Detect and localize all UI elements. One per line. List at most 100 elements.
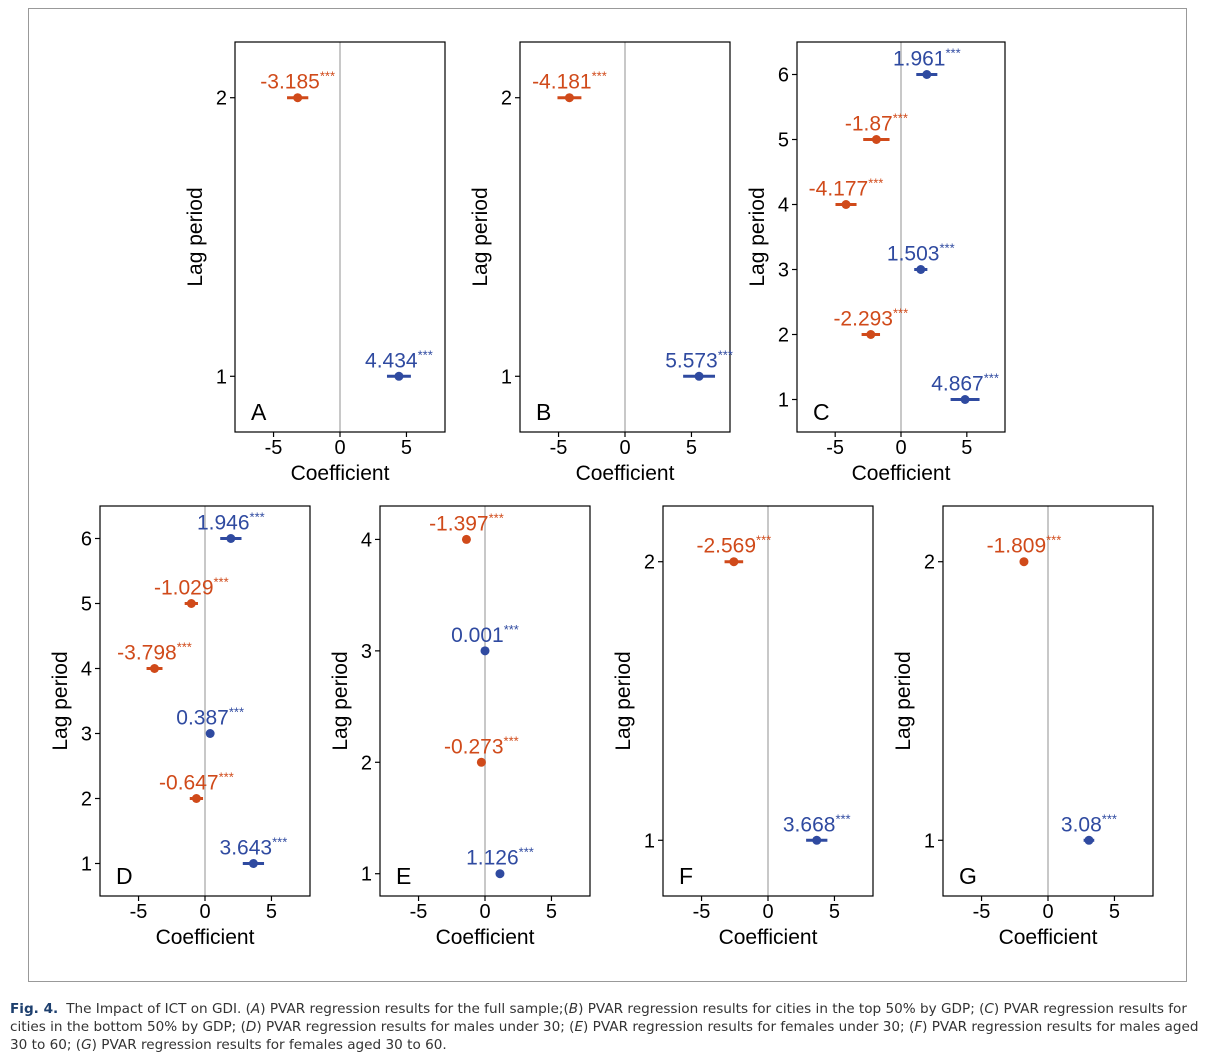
x-axis-label: Coefficient bbox=[576, 462, 675, 485]
x-axis-label: Coefficient bbox=[852, 462, 951, 485]
y-tick-label: 6 bbox=[81, 529, 92, 551]
point bbox=[916, 265, 926, 274]
x-tick-label: 5 bbox=[829, 901, 840, 923]
value-label: 1.503*** bbox=[887, 241, 955, 266]
y-tick-label: 5 bbox=[81, 594, 92, 616]
value-label: 0.001*** bbox=[451, 622, 519, 647]
x-tick-label: -5 bbox=[130, 901, 148, 923]
x-axis-label: Coefficient bbox=[999, 926, 1098, 949]
caption-panel-ref: A bbox=[250, 1001, 261, 1017]
value-label: 1.961*** bbox=[893, 46, 961, 71]
y-axis-label: Lag period bbox=[612, 651, 635, 750]
x-tick-label: 0 bbox=[619, 437, 630, 459]
value-label: 5.573*** bbox=[665, 347, 733, 372]
panel: -5 0 5 1 2 Coefficient Lag period A -3.185*** 4.4… bbox=[184, 41, 446, 485]
caption-panel-ref: G bbox=[81, 1037, 92, 1053]
value-label: -0.647*** bbox=[159, 770, 234, 795]
caption-text: The Impact of ICT on GDI. (A) PVAR regre… bbox=[10, 1001, 1198, 1053]
point bbox=[394, 371, 404, 381]
x-tick-label: 5 bbox=[1109, 901, 1120, 923]
x-tick-label: -5 bbox=[550, 437, 568, 459]
y-axis-label: Lag period bbox=[49, 651, 72, 750]
point bbox=[960, 395, 970, 404]
caption-segment: ) PVAR regression results for cities in … bbox=[10, 1001, 1187, 1035]
point bbox=[205, 729, 215, 738]
value-label: -4.177*** bbox=[809, 176, 884, 201]
y-tick-label: 1 bbox=[778, 390, 789, 412]
panel: -5 0 5 1 2 Coefficient Lag period B -4.181*** 5.5… bbox=[469, 41, 733, 485]
point bbox=[293, 93, 303, 103]
caption-segment: ) PVAR regression results for females ag… bbox=[91, 1037, 447, 1053]
caption-panel-ref: F bbox=[914, 1019, 923, 1035]
point bbox=[564, 93, 574, 103]
panel: -5 0 5 1 2 3 4 5 6 Coefficient Lag period C 1.961***… bbox=[746, 41, 1006, 485]
value-label: 3.668*** bbox=[783, 811, 851, 836]
x-tick-label: 5 bbox=[266, 901, 277, 923]
caption-segment: ) PVAR regression results for cities in … bbox=[578, 1001, 985, 1017]
caption-panel-ref: C bbox=[984, 1001, 994, 1017]
panel: -5 0 5 1 2 3 4 Coefficient Lag period E -1.397*** 0… bbox=[329, 505, 591, 949]
value-label: -0.273*** bbox=[444, 733, 519, 758]
y-tick-label: 1 bbox=[924, 830, 935, 852]
y-tick-label: 3 bbox=[81, 724, 92, 746]
value-label: 3.08*** bbox=[1061, 811, 1117, 836]
value-label: 4.434*** bbox=[365, 347, 433, 372]
value-label: 1.946*** bbox=[197, 510, 265, 535]
x-tick-label: -5 bbox=[826, 437, 844, 459]
point bbox=[150, 664, 160, 673]
value-label: -4.181*** bbox=[532, 69, 607, 94]
y-tick-label: 4 bbox=[778, 195, 789, 217]
y-axis-label: Lag period bbox=[184, 187, 207, 286]
y-tick-label: 2 bbox=[216, 88, 227, 110]
panel: -5 0 5 1 2 3 4 5 6 Coefficient Lag period D 1.946***… bbox=[49, 505, 311, 949]
point bbox=[841, 200, 851, 209]
y-tick-label: 2 bbox=[778, 325, 789, 347]
point bbox=[226, 534, 236, 543]
caption-panel-ref: D bbox=[245, 1019, 257, 1035]
panel: -5 0 5 1 2 Coefficient Lag period F -2.569*** 3.6… bbox=[612, 505, 874, 949]
caption-panel-ref: B bbox=[568, 1001, 579, 1017]
caption: Fig. 4. The Impact of ICT on GDI. (A) PVA… bbox=[10, 1000, 1215, 1054]
y-axis-label: Lag period bbox=[892, 651, 915, 750]
panel: -5 0 5 1 2 Coefficient Lag period G -1.809*** 3.0… bbox=[892, 505, 1154, 949]
x-tick-label: 0 bbox=[334, 437, 345, 459]
y-tick-label: 1 bbox=[216, 366, 227, 388]
caption-segment: ) PVAR regression results for females un… bbox=[583, 1019, 915, 1035]
caption-segment: ) PVAR regression results for the full s… bbox=[260, 1001, 569, 1017]
panel-label: F bbox=[679, 863, 693, 889]
y-axis-label: Lag period bbox=[469, 187, 492, 286]
x-tick-label: 5 bbox=[401, 437, 412, 459]
y-tick-label: 2 bbox=[924, 552, 935, 574]
y-tick-label: 2 bbox=[501, 88, 512, 110]
point bbox=[1019, 557, 1029, 567]
point bbox=[461, 534, 471, 544]
y-tick-label: 3 bbox=[778, 260, 789, 282]
point bbox=[1084, 835, 1094, 845]
x-tick-label: -5 bbox=[265, 437, 283, 459]
y-axis-label: Lag period bbox=[746, 187, 769, 286]
y-tick-label: 2 bbox=[644, 552, 655, 574]
x-axis-label: Coefficient bbox=[156, 926, 255, 949]
x-axis-label: Coefficient bbox=[719, 926, 818, 949]
y-tick-label: 4 bbox=[361, 529, 372, 551]
x-tick-label: -5 bbox=[973, 901, 991, 923]
point bbox=[248, 859, 258, 868]
value-label: 4.867*** bbox=[931, 371, 999, 396]
y-tick-label: 1 bbox=[361, 864, 372, 886]
caption-segment: ) PVAR regression results for males aged… bbox=[10, 1019, 1199, 1053]
point bbox=[871, 135, 881, 144]
panel-label: E bbox=[396, 863, 411, 889]
y-tick-label: 3 bbox=[361, 641, 372, 663]
figure-border bbox=[28, 8, 1187, 982]
x-tick-label: -5 bbox=[410, 901, 428, 923]
x-tick-label: -5 bbox=[693, 901, 711, 923]
value-label: 3.643*** bbox=[220, 835, 288, 860]
x-tick-label: 5 bbox=[686, 437, 697, 459]
x-tick-label: 0 bbox=[762, 901, 773, 923]
value-label: -1.397*** bbox=[429, 510, 504, 535]
x-tick-label: 0 bbox=[479, 901, 490, 923]
point bbox=[480, 646, 490, 656]
point bbox=[191, 794, 201, 803]
value-label: -1.809*** bbox=[987, 533, 1062, 558]
